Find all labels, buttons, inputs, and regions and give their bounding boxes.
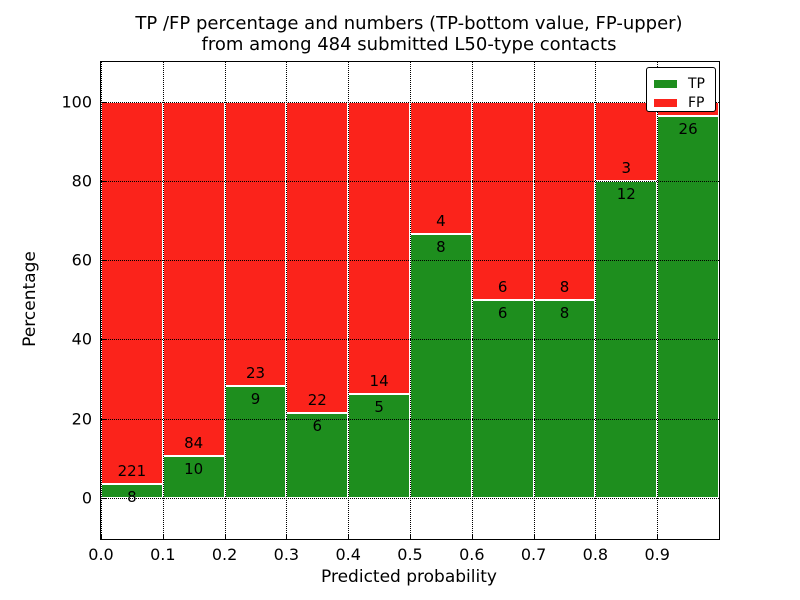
bar-count-tp: 9	[250, 390, 261, 409]
legend-label-tp: TP	[688, 75, 705, 92]
x-tick-mark	[657, 534, 659, 539]
bar-segment-fp	[162, 101, 225, 456]
x-tick-label: 0.7	[520, 545, 547, 564]
bar-segment-tp	[162, 455, 225, 498]
y-tick-mark	[101, 339, 106, 341]
bar-segment-fp	[471, 101, 534, 300]
gridline-vertical	[101, 62, 102, 539]
y-tick-label: 100	[61, 92, 92, 112]
bar-segment-fp	[224, 101, 287, 387]
bar-count-tp: 6	[312, 416, 323, 435]
gridline-vertical	[286, 62, 288, 539]
y-tick-label: 40	[71, 329, 92, 349]
x-tick-mark	[162, 534, 164, 539]
x-tick-mark	[533, 534, 535, 539]
y-tick-mark	[101, 101, 106, 103]
gridline-vertical	[595, 62, 597, 539]
bar-count-tp: 8	[127, 487, 137, 506]
chart-title: TP /FP percentage and numbers (TP-bottom…	[100, 13, 718, 55]
x-tick-mark	[595, 534, 597, 539]
gridline-vertical	[471, 62, 473, 539]
legend-item-fp: FP	[654, 93, 715, 112]
x-tick-mark	[101, 534, 102, 539]
x-tick-mark	[224, 534, 226, 539]
bar-segment-tp	[657, 116, 719, 498]
plot-area: 221 8 84 10 23 9 22 6 14 5 4 8 6 6 8 8 3 12 26	[100, 61, 720, 540]
bar-count-fp: 8	[559, 277, 570, 296]
y-tick-label: 0	[81, 488, 92, 508]
x-tick-mark	[286, 534, 288, 539]
legend: TP FP	[646, 67, 716, 112]
bar-segment-fp	[101, 101, 163, 484]
x-tick-label: 0.6	[459, 545, 485, 564]
bar-segment-fp	[533, 101, 596, 300]
gridline-vertical	[224, 62, 226, 539]
bar-count-tp: 26	[678, 120, 698, 139]
x-tick-label: 0.0	[88, 545, 114, 564]
bar-count-fp: 221	[117, 461, 147, 480]
gridline-vertical	[657, 62, 659, 539]
y-tick-label: 80	[71, 171, 92, 191]
bar-count-tp: 5	[374, 397, 384, 416]
gridline-vertical	[410, 62, 411, 539]
x-tick-label: 0.2	[211, 545, 238, 564]
y-tick-mark	[101, 180, 106, 182]
bar-count-fp: 3	[621, 158, 632, 177]
bar-count-fp: 6	[497, 277, 508, 296]
x-tick-mark	[348, 534, 350, 539]
bar-count-tp: 10	[184, 459, 204, 478]
bar-count-tp: 8	[559, 303, 570, 322]
y-tick-mark	[101, 418, 106, 420]
gridline-vertical	[533, 62, 535, 539]
y-tick-label: 20	[71, 409, 92, 429]
x-tick-label: 0.8	[582, 545, 609, 564]
y-tick-label: 60	[71, 250, 92, 270]
tp-color-swatch	[654, 79, 677, 88]
bar-segment-tp	[286, 412, 349, 498]
bar-count-tp: 6	[497, 303, 508, 322]
x-tick-label: 0.4	[335, 545, 361, 564]
bar-count-fp: 22	[307, 390, 327, 409]
bar-count-tp: 8	[436, 237, 446, 256]
x-axis-label: Predicted probability	[321, 567, 497, 587]
y-tick-mark	[101, 260, 106, 262]
x-tick-mark	[471, 534, 473, 539]
bar-segment-fp	[348, 101, 410, 394]
bar-count-tp: 12	[616, 184, 636, 203]
bar-segment-tp	[533, 299, 596, 498]
bar-segment-tp	[471, 299, 534, 498]
bar-segment-tp	[410, 233, 472, 498]
bar-count-fp: 84	[184, 433, 204, 452]
chart-title-line2: from among 484 submitted L50-type contac…	[201, 34, 617, 55]
bar-count-fp: 4	[436, 211, 446, 230]
legend-label-fp: FP	[688, 94, 705, 111]
gridline-vertical	[162, 62, 164, 539]
y-tick-mark	[101, 497, 106, 499]
x-tick-label: 0.5	[397, 545, 423, 564]
x-tick-label: 0.1	[150, 545, 176, 564]
x-tick-mark	[410, 534, 411, 539]
x-tick-label: 0.9	[644, 545, 670, 564]
bar-segment-fp	[286, 101, 349, 413]
bar-segment-tp	[224, 386, 287, 498]
bar-count-fp: 14	[369, 371, 389, 390]
chart-title-line1: TP /FP percentage and numbers (TP-bottom…	[135, 13, 683, 34]
fp-color-swatch	[654, 98, 677, 107]
legend-item-tp: TP	[654, 74, 715, 93]
x-tick-label: 0.3	[273, 545, 300, 564]
y-axis-label: Percentage	[20, 251, 40, 347]
gridline-vertical	[348, 62, 350, 539]
bar-count-fp: 23	[245, 364, 266, 383]
